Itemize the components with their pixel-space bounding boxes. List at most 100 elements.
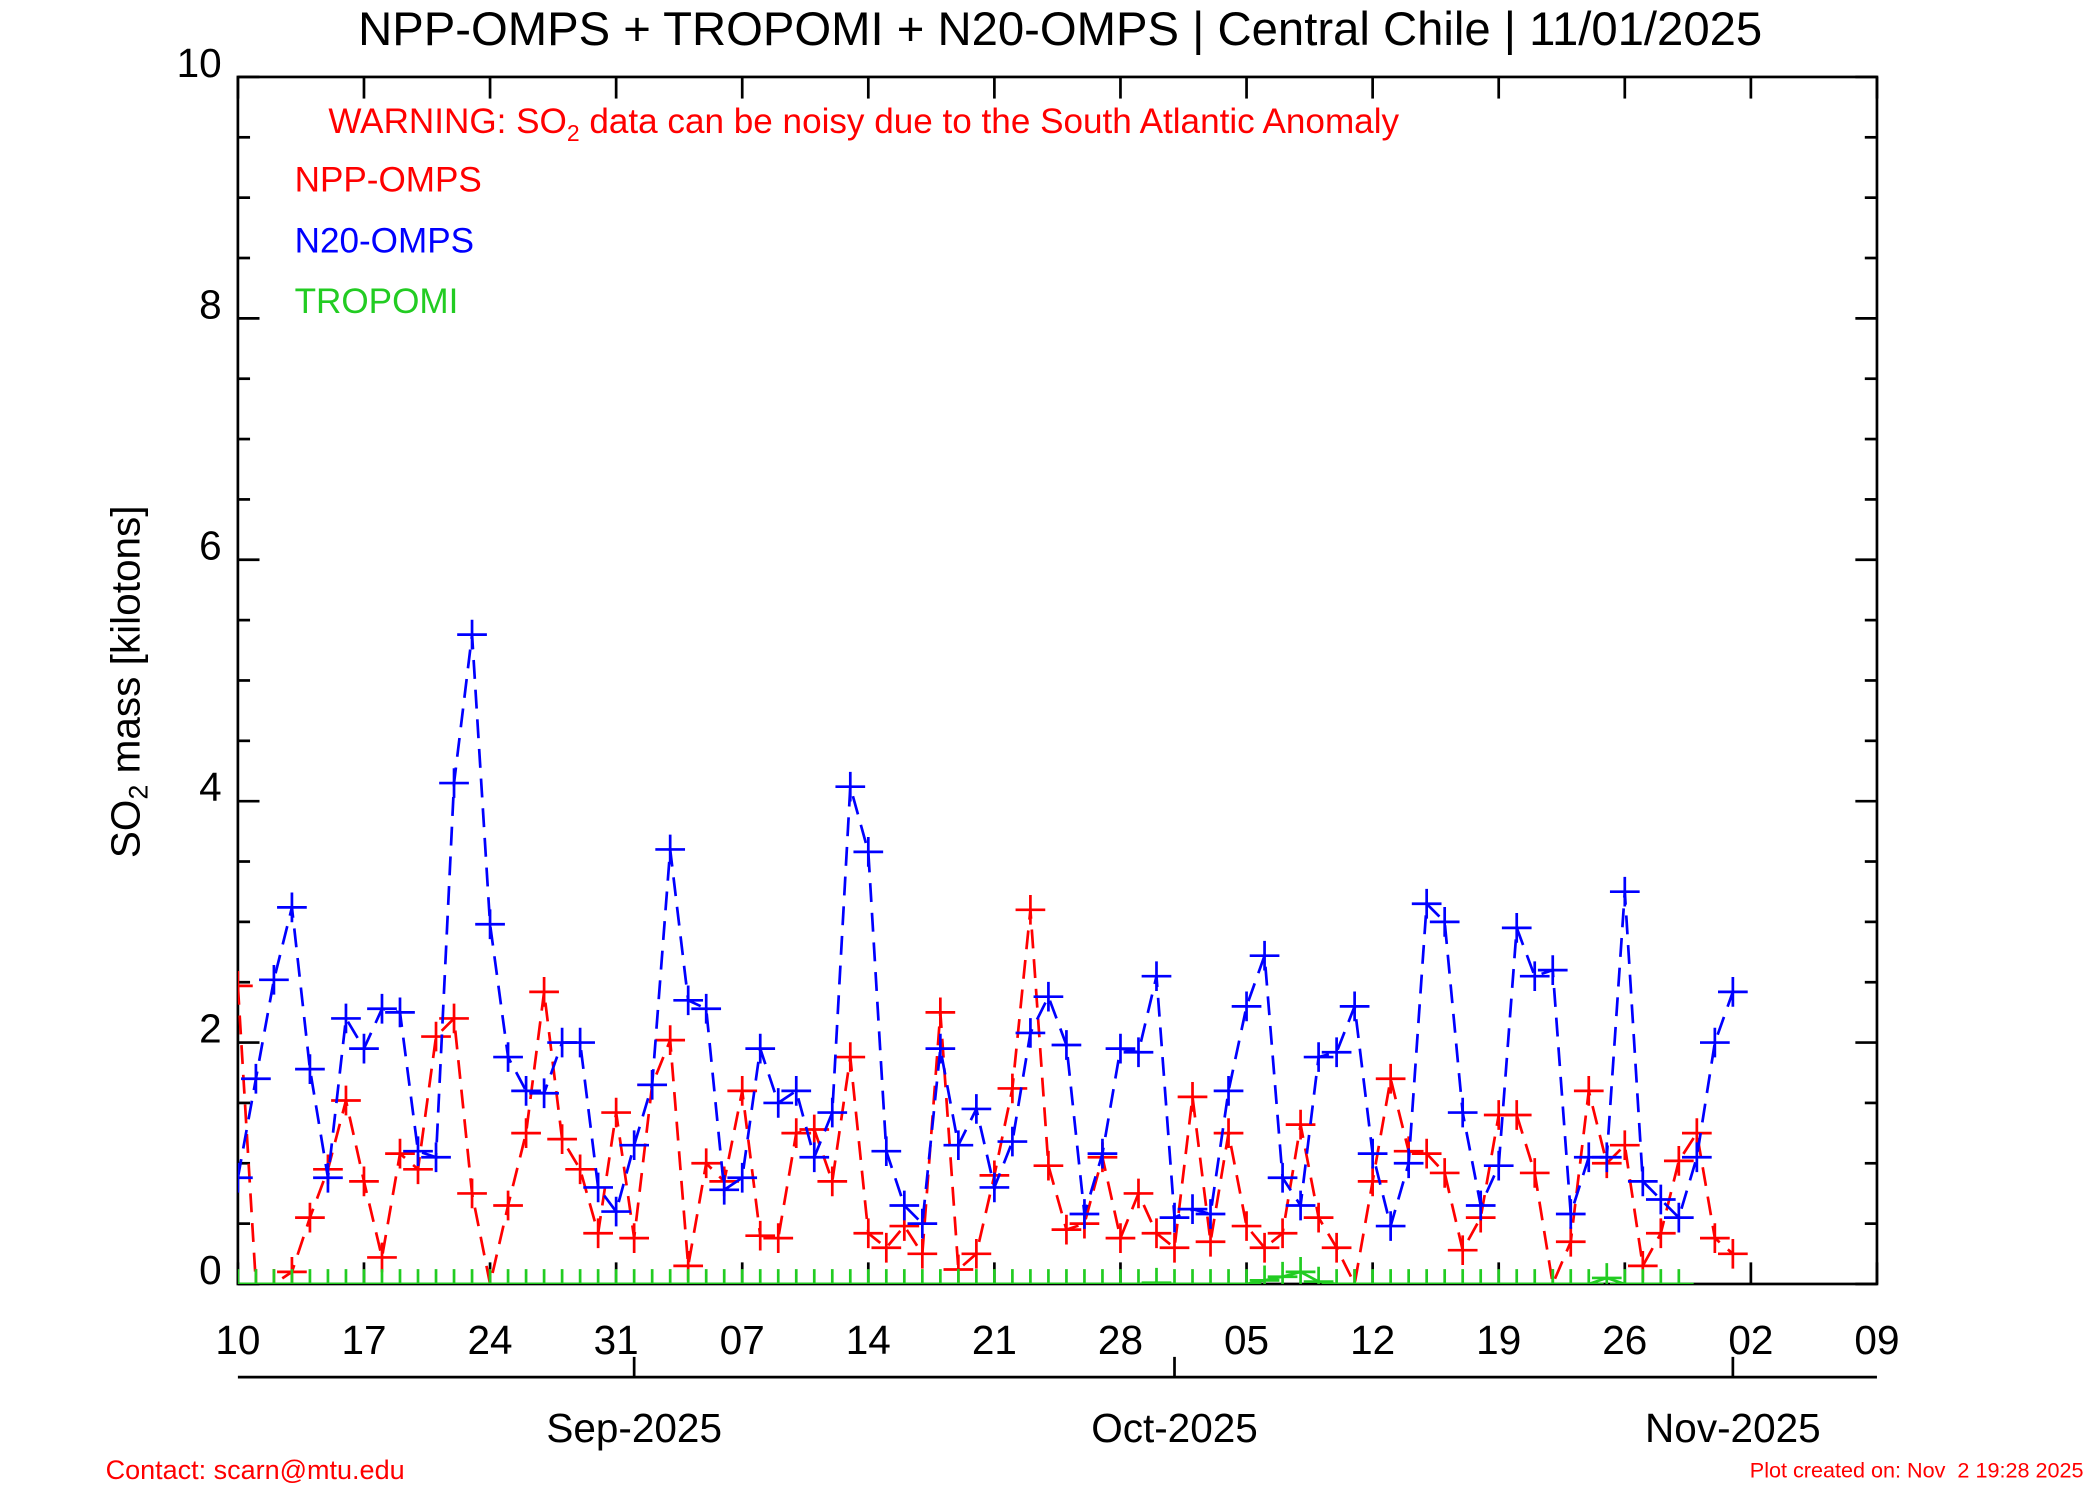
warning-sub: 2 — [567, 120, 580, 146]
marker — [925, 1269, 956, 1284]
marker — [1573, 1269, 1604, 1284]
marker — [1321, 1037, 1352, 1068]
marker — [1411, 1138, 1442, 1169]
series-line — [237, 909, 1734, 1284]
marker — [1195, 1269, 1226, 1284]
x-tick-label: 26 — [1602, 1317, 1647, 1363]
marker — [619, 1269, 650, 1284]
marker — [583, 1172, 613, 1203]
marker — [1663, 1202, 1694, 1233]
x-tick-label: 17 — [341, 1317, 386, 1363]
plot-area — [237, 619, 1748, 1284]
marker — [853, 837, 884, 867]
marker — [1267, 1162, 1298, 1193]
marker — [925, 997, 956, 1028]
marker — [565, 1027, 595, 1058]
marker — [1375, 1269, 1406, 1284]
marker — [1555, 1269, 1586, 1284]
marker — [763, 1269, 794, 1284]
marker — [1177, 1194, 1208, 1224]
marker — [1321, 1232, 1352, 1263]
y-tick-label: 8 — [199, 281, 222, 327]
x-tick-label: 31 — [594, 1317, 639, 1363]
x-tick-label: 12 — [1350, 1317, 1395, 1363]
marker — [439, 1003, 469, 1034]
warning: WARNING: SO2 data can be noisy due to th… — [328, 102, 1399, 146]
x-tick-label: 21 — [972, 1317, 1017, 1363]
marker — [259, 964, 289, 995]
marker — [349, 1166, 379, 1197]
marker — [871, 1232, 902, 1263]
marker — [1519, 1269, 1550, 1284]
marker — [799, 1269, 830, 1284]
marker — [457, 1178, 487, 1209]
marker — [1591, 1142, 1622, 1173]
marker — [1393, 1269, 1424, 1284]
marker — [709, 1269, 740, 1284]
marker — [475, 909, 505, 940]
marker — [1177, 1082, 1208, 1112]
marker — [673, 1269, 704, 1284]
marker — [619, 1223, 650, 1253]
x-tick-label: 10 — [215, 1317, 260, 1363]
marker — [1483, 1269, 1514, 1284]
marker — [1663, 1269, 1694, 1284]
marker — [1663, 1146, 1694, 1176]
marker — [1375, 1063, 1406, 1094]
marker — [1645, 1269, 1676, 1284]
marker — [907, 1269, 938, 1284]
marker — [1699, 1027, 1730, 1058]
marker — [1015, 894, 1046, 925]
marker — [1033, 1269, 1064, 1284]
marker — [547, 1124, 577, 1154]
marker — [817, 1269, 848, 1284]
marker — [259, 1269, 289, 1284]
marker — [241, 1269, 271, 1284]
x-tick-label: 02 — [1728, 1317, 1773, 1363]
marker — [367, 993, 397, 1024]
marker — [493, 1190, 523, 1221]
marker — [1339, 1269, 1370, 1284]
marker — [1645, 1184, 1676, 1215]
marker — [1429, 1269, 1460, 1284]
marker — [979, 1172, 1010, 1203]
y-tick-label: 2 — [199, 1005, 222, 1051]
y-axis-label: SO2 mass [kilotons] — [102, 505, 154, 858]
marker — [1033, 981, 1064, 1012]
marker — [691, 1148, 722, 1179]
warning-text: data can be noisy due to the South Atlan… — [580, 102, 1400, 141]
marker — [1087, 1269, 1118, 1284]
month-label: Oct-2025 — [1091, 1405, 1258, 1451]
y-tick-label: 10 — [177, 40, 222, 86]
marker — [277, 1269, 307, 1284]
marker — [457, 1269, 487, 1284]
marker — [1537, 1269, 1568, 1284]
marker — [1159, 1202, 1190, 1233]
created-note: Plot created on: Nov 2 19:28 2025 — [1750, 1457, 2084, 1482]
marker — [943, 1130, 974, 1161]
marker — [1591, 1263, 1622, 1284]
marker — [709, 1174, 740, 1205]
marker — [1465, 1269, 1496, 1284]
month-label: Sep-2025 — [546, 1405, 722, 1451]
month-label: Nov-2025 — [1645, 1405, 1821, 1451]
marker — [1015, 1269, 1046, 1284]
series-line — [237, 634, 1735, 1232]
marker — [1645, 1218, 1676, 1249]
marker — [781, 1076, 812, 1106]
marker — [237, 1162, 253, 1193]
marker — [673, 985, 704, 1016]
marker — [1681, 1142, 1712, 1173]
marker — [1627, 1269, 1658, 1284]
marker — [727, 1076, 758, 1106]
marker — [601, 1196, 631, 1227]
marker — [1285, 1190, 1316, 1221]
marker — [1249, 1265, 1280, 1284]
marker — [1555, 1199, 1586, 1229]
marker — [1303, 1042, 1334, 1072]
marker — [1411, 888, 1442, 919]
marker — [1087, 1138, 1118, 1169]
marker — [1609, 1130, 1640, 1161]
contact: Contact: scarn@mtu.edu — [106, 1455, 405, 1485]
marker — [1718, 977, 1748, 1007]
